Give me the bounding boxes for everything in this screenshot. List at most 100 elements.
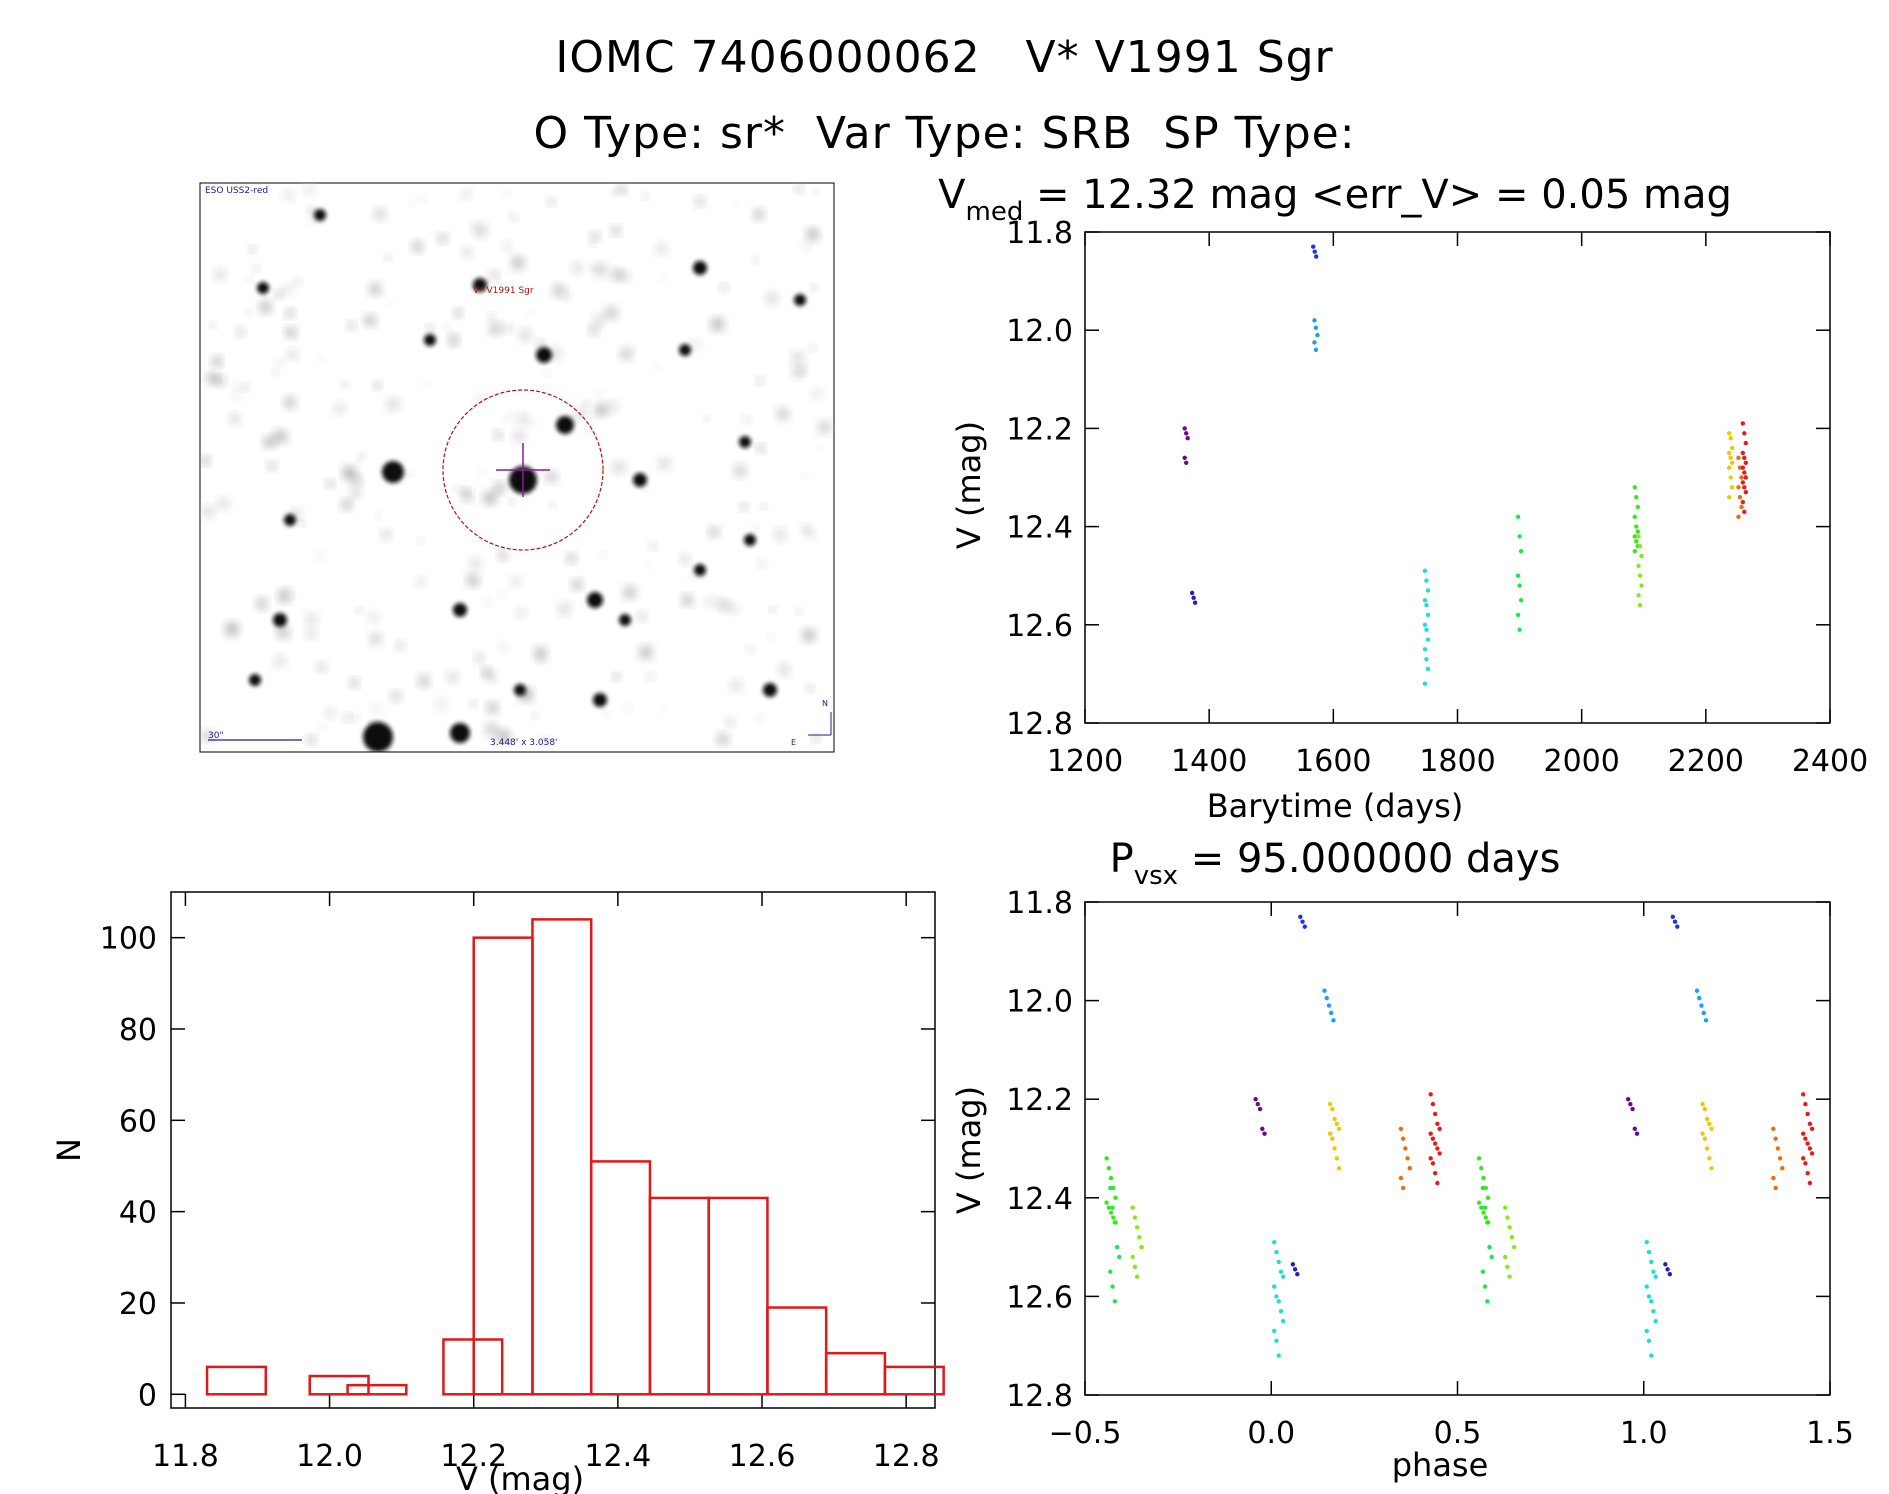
faint-star bbox=[516, 608, 525, 618]
histogram-plot-frame bbox=[170, 891, 936, 1409]
faint-star bbox=[639, 646, 652, 659]
histogram-xtick-label: 12.0 bbox=[296, 1439, 363, 1474]
phased-point bbox=[1805, 1141, 1810, 1146]
phased-point bbox=[1807, 1146, 1813, 1151]
faint-star bbox=[352, 475, 361, 485]
phased-xtick-label: −0.5 bbox=[1049, 1416, 1122, 1451]
faint-star bbox=[449, 335, 459, 345]
phased-point bbox=[1803, 1161, 1808, 1166]
phased-point bbox=[1700, 1101, 1705, 1107]
faint-star bbox=[711, 318, 724, 331]
phased-point bbox=[1435, 1146, 1440, 1151]
faint-star bbox=[541, 737, 551, 747]
phased-point bbox=[1630, 1106, 1635, 1112]
faint-star bbox=[283, 190, 294, 201]
faint-star bbox=[499, 642, 508, 652]
bright-star bbox=[473, 278, 487, 292]
phased-point bbox=[1112, 1299, 1118, 1304]
bright-star bbox=[587, 592, 603, 608]
faint-star bbox=[274, 656, 285, 667]
lightcurve-point bbox=[1312, 249, 1317, 254]
phased-point bbox=[1701, 1010, 1706, 1016]
phased-point bbox=[1649, 1299, 1654, 1304]
lightcurve-point bbox=[1515, 612, 1521, 618]
faint-star bbox=[286, 309, 294, 318]
histogram-xtick-label: 12.8 bbox=[873, 1439, 940, 1474]
lightcurve-point bbox=[1742, 470, 1747, 475]
phased-point bbox=[1276, 1299, 1281, 1304]
lightcurve-point bbox=[1728, 436, 1733, 441]
phased-point bbox=[1800, 1156, 1806, 1161]
faint-star bbox=[274, 430, 287, 443]
histogram-xtick-label: 12.6 bbox=[729, 1439, 796, 1474]
faint-star bbox=[273, 369, 278, 375]
faint-star bbox=[207, 373, 218, 384]
faint-star bbox=[454, 309, 462, 317]
lightcurve-xlabel: Barytime (days) bbox=[1207, 787, 1464, 825]
faint-star bbox=[365, 315, 376, 326]
phased-point bbox=[1707, 1156, 1712, 1161]
phased-point bbox=[1272, 1284, 1277, 1289]
faint-star bbox=[419, 195, 426, 202]
faint-star bbox=[260, 301, 271, 313]
phased-point bbox=[1507, 1274, 1512, 1279]
lightcurve-point bbox=[1740, 465, 1746, 470]
phased-point bbox=[1292, 1267, 1298, 1272]
bright-star bbox=[744, 534, 756, 546]
faint-star bbox=[568, 432, 574, 438]
target-label: V* V1991 Sgr bbox=[473, 286, 534, 296]
bright-star bbox=[314, 209, 326, 221]
faint-star bbox=[249, 246, 256, 253]
faint-star bbox=[661, 707, 666, 712]
faint-star bbox=[370, 633, 381, 645]
faint-star bbox=[427, 325, 434, 332]
faint-star bbox=[560, 290, 571, 301]
phased-point bbox=[1290, 1262, 1296, 1267]
phased-point bbox=[1262, 1131, 1267, 1136]
lightcurve-point bbox=[1740, 499, 1746, 505]
phased-point bbox=[1480, 1269, 1486, 1274]
lightcurve-point bbox=[1742, 485, 1747, 490]
bright-star bbox=[536, 347, 552, 363]
faint-star bbox=[620, 272, 630, 281]
faint-star bbox=[779, 664, 790, 675]
faint-star bbox=[510, 576, 522, 587]
faint-star bbox=[572, 580, 582, 589]
faint-star bbox=[334, 403, 345, 414]
phased-point bbox=[1278, 1269, 1284, 1274]
lightcurve-point bbox=[1192, 600, 1198, 605]
faint-star bbox=[306, 614, 317, 625]
histogram-xtick-label: 11.8 bbox=[152, 1439, 219, 1474]
lightcurve-point bbox=[1639, 583, 1644, 588]
faint-star bbox=[611, 190, 617, 195]
faint-star bbox=[590, 265, 595, 270]
phased-point bbox=[1646, 1338, 1652, 1343]
faint-star bbox=[369, 283, 381, 295]
faint-star bbox=[518, 414, 529, 425]
phased-point bbox=[1809, 1151, 1815, 1156]
lightcurve-point bbox=[1312, 318, 1317, 323]
faint-star bbox=[282, 284, 293, 295]
north-label: N bbox=[822, 699, 828, 708]
faint-star bbox=[519, 329, 531, 341]
phased-xtick-label: 1.0 bbox=[1620, 1416, 1668, 1451]
faint-star bbox=[319, 356, 324, 361]
phased-point bbox=[1437, 1126, 1442, 1131]
phased-point bbox=[1327, 1101, 1333, 1107]
phased-point bbox=[1777, 1156, 1783, 1161]
phased-xtick-label: 1.5 bbox=[1806, 1416, 1854, 1451]
faint-star bbox=[655, 365, 661, 370]
phased-point bbox=[1485, 1299, 1490, 1304]
phased-ytick-label: 12.0 bbox=[1006, 985, 1073, 1020]
lightcurve-point bbox=[1736, 485, 1741, 490]
lightcurve-point bbox=[1422, 681, 1428, 686]
faint-star bbox=[412, 241, 423, 252]
faint-star bbox=[625, 705, 631, 712]
lightcurve-point bbox=[1313, 347, 1319, 353]
phased-point bbox=[1430, 1161, 1436, 1166]
bright-star bbox=[593, 693, 607, 707]
phased-ytick-label: 12.6 bbox=[1006, 1280, 1073, 1315]
faint-star bbox=[770, 607, 776, 613]
phased-point bbox=[1507, 1225, 1512, 1230]
